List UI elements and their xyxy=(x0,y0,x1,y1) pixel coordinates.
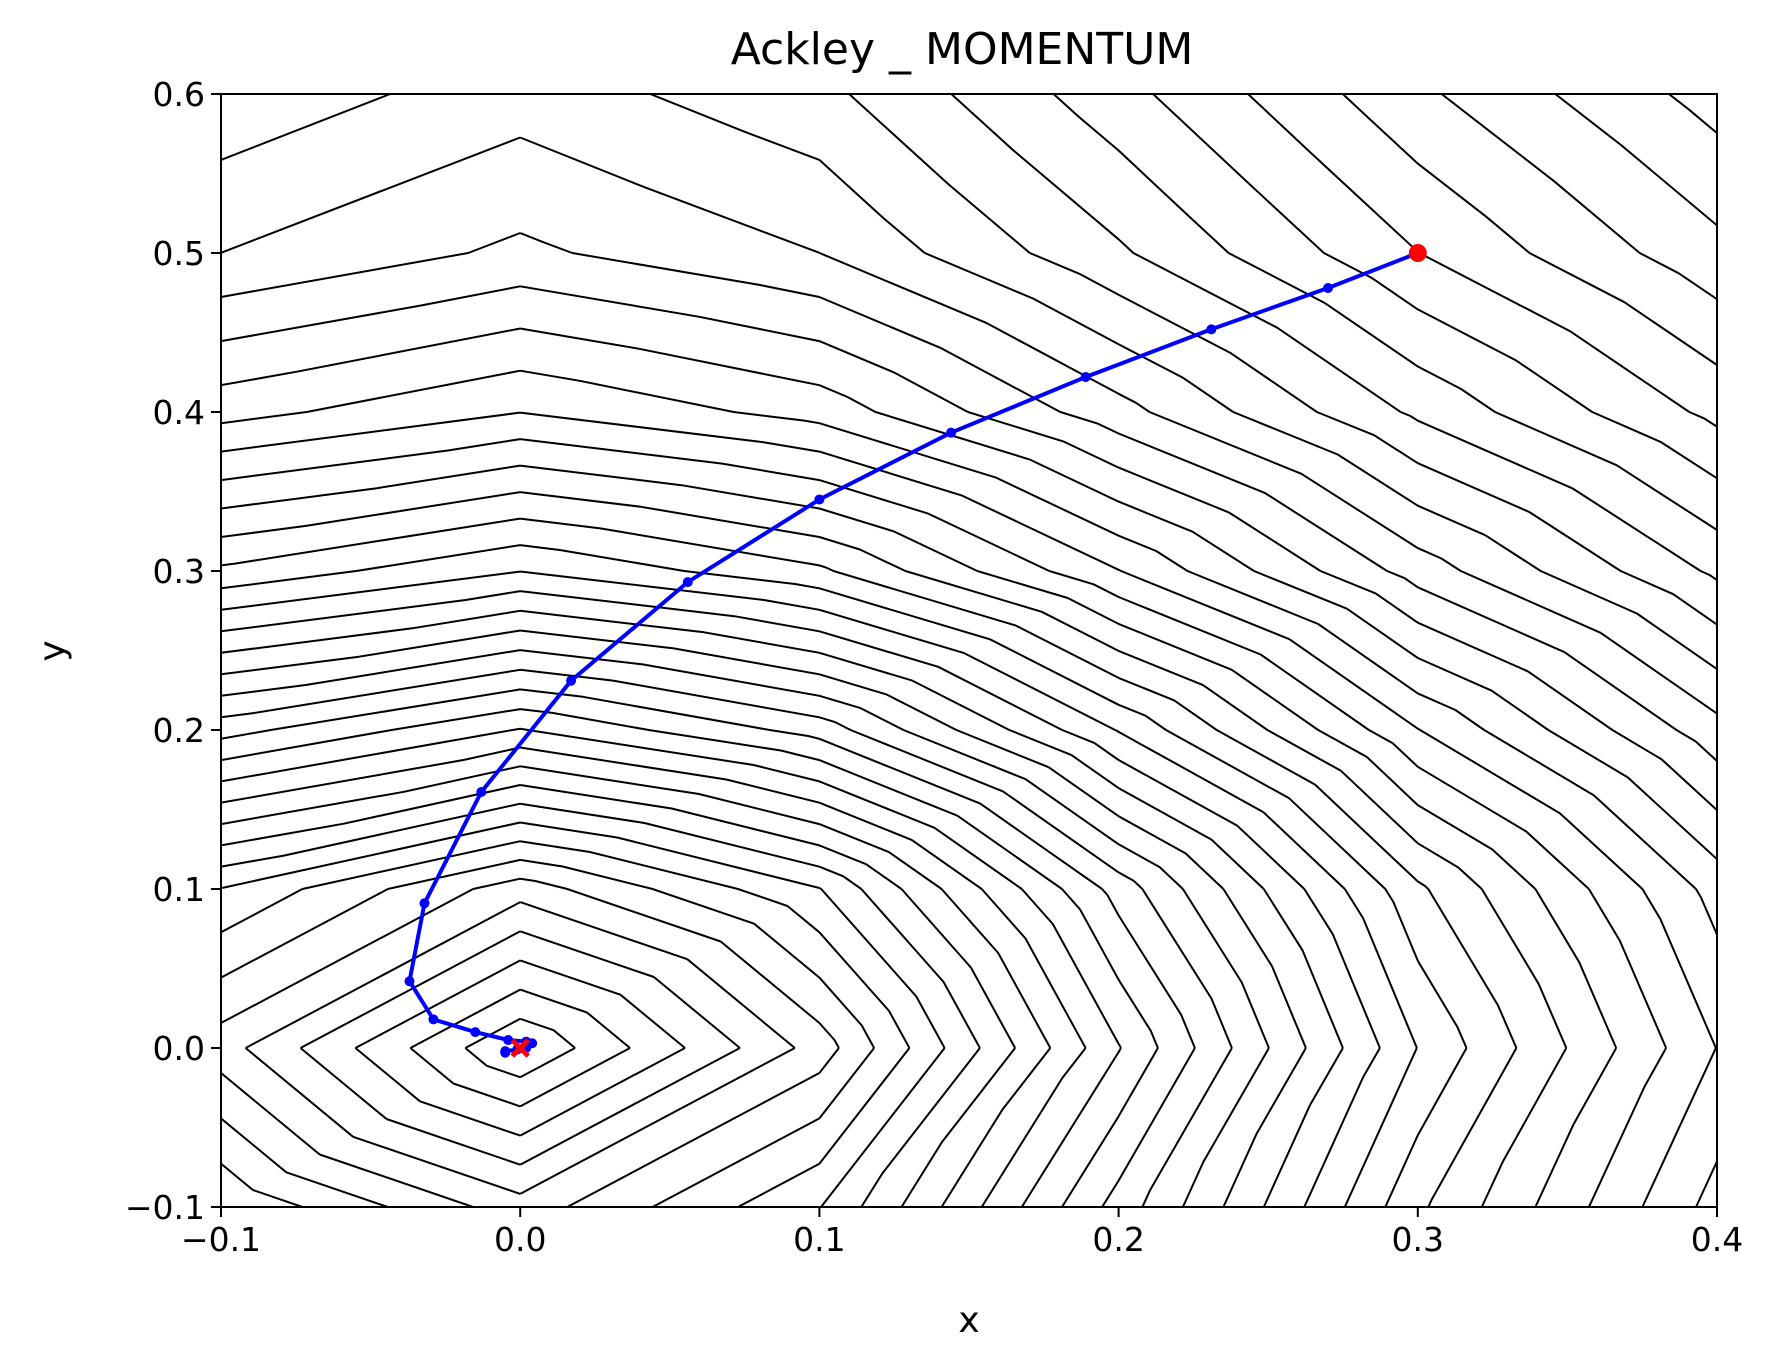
contour-line xyxy=(221,327,1717,860)
trajectory-point xyxy=(500,1047,511,1058)
trajectory-point xyxy=(476,787,487,798)
x-tick-label: 0.3 xyxy=(1392,1220,1444,1259)
x-tick-label: 0.4 xyxy=(1691,1220,1743,1259)
contour-line xyxy=(221,688,1196,1207)
contour-line xyxy=(409,988,631,1108)
x-tick-label: 0.0 xyxy=(494,1220,546,1259)
contour-line xyxy=(221,649,1270,1207)
trajectory xyxy=(404,244,1427,1058)
contour-line xyxy=(1554,94,1717,227)
trajectory-point xyxy=(470,1027,481,1038)
trajectory-line xyxy=(407,251,1419,1054)
y-tick-label: 0.2 xyxy=(153,711,205,750)
plot-frame xyxy=(220,93,1718,1208)
trajectory-point xyxy=(503,1035,514,1046)
trajectory-point xyxy=(682,577,693,588)
contour-line xyxy=(221,517,1518,1207)
contour-line xyxy=(221,858,875,1207)
trajectory-point xyxy=(946,427,957,438)
contour-line xyxy=(221,840,911,1207)
contour-line xyxy=(464,1017,576,1079)
y-tick-label: 0.6 xyxy=(153,75,205,114)
y-axis-label: y xyxy=(32,640,73,661)
contour-line xyxy=(221,727,1122,1207)
contour-line xyxy=(221,877,840,1207)
contour-line xyxy=(221,629,1307,1207)
contour-line xyxy=(950,94,1717,581)
trajectory-point xyxy=(419,898,430,909)
y-axis-ticks: −0.1 0.0 0.1 0.2 0.3 0.4 0.5 0.6 xyxy=(125,75,221,1227)
x-tick-label: −0.1 xyxy=(181,1220,261,1259)
contour-line xyxy=(221,590,1381,1207)
contour-line xyxy=(1342,94,1717,366)
contour-line xyxy=(221,802,981,1207)
contour-line xyxy=(221,784,1016,1207)
contour-line xyxy=(221,765,1052,1207)
contour-line xyxy=(221,464,1618,1207)
contour-line xyxy=(299,930,741,1166)
contour-lines xyxy=(221,94,1717,1207)
contour-line xyxy=(221,609,1344,1207)
contour-line xyxy=(221,411,1717,1207)
trajectory-point xyxy=(814,494,825,505)
x-axis-ticks: −0.1 0.0 0.1 0.2 0.3 0.4 xyxy=(181,1207,1743,1259)
y-tick-label: 0.1 xyxy=(153,870,205,909)
contour-line xyxy=(221,668,1233,1207)
contour-line xyxy=(1440,94,1717,301)
optimum-marker xyxy=(510,1038,530,1058)
contour-line xyxy=(221,438,1668,1207)
start-point xyxy=(1408,244,1427,262)
contour-line xyxy=(221,570,1418,1207)
y-tick-label: 0.0 xyxy=(153,1029,205,1068)
contour-line xyxy=(244,901,796,1195)
y-tick-label: −0.1 xyxy=(125,1188,205,1227)
contour-line xyxy=(221,491,1568,1207)
x-axis-label: x xyxy=(958,1300,979,1341)
contour-line xyxy=(354,959,686,1137)
contour-line xyxy=(221,746,1087,1207)
contour-line xyxy=(221,136,1717,715)
chart-title: Ackley _ MOMENTUM xyxy=(731,24,1194,75)
x-tick-label: 0.1 xyxy=(793,1220,845,1259)
trajectory-point xyxy=(404,976,415,987)
contour-line xyxy=(221,94,1717,670)
contour-line xyxy=(221,285,1717,811)
contour-line xyxy=(1247,94,1717,428)
contour-line xyxy=(1152,94,1717,480)
y-tick-label: 0.3 xyxy=(153,552,205,591)
x-tick-label: 0.2 xyxy=(1092,1220,1144,1259)
contour-line xyxy=(1052,94,1717,531)
contour-line xyxy=(221,821,946,1207)
trajectory-point xyxy=(1323,282,1334,293)
trajectory-point xyxy=(1080,372,1091,383)
trajectory-point xyxy=(1206,324,1217,335)
contour-line xyxy=(221,369,1717,1207)
contour-line xyxy=(221,544,1468,1207)
y-tick-label: 0.4 xyxy=(153,393,205,432)
contour-line xyxy=(848,94,1717,626)
trajectory-point xyxy=(428,1014,439,1025)
contour-line xyxy=(1668,94,1717,134)
contour-line xyxy=(221,232,1717,762)
contour-line xyxy=(221,708,1159,1207)
trajectory-point xyxy=(566,675,577,686)
y-tick-label: 0.5 xyxy=(153,234,205,273)
